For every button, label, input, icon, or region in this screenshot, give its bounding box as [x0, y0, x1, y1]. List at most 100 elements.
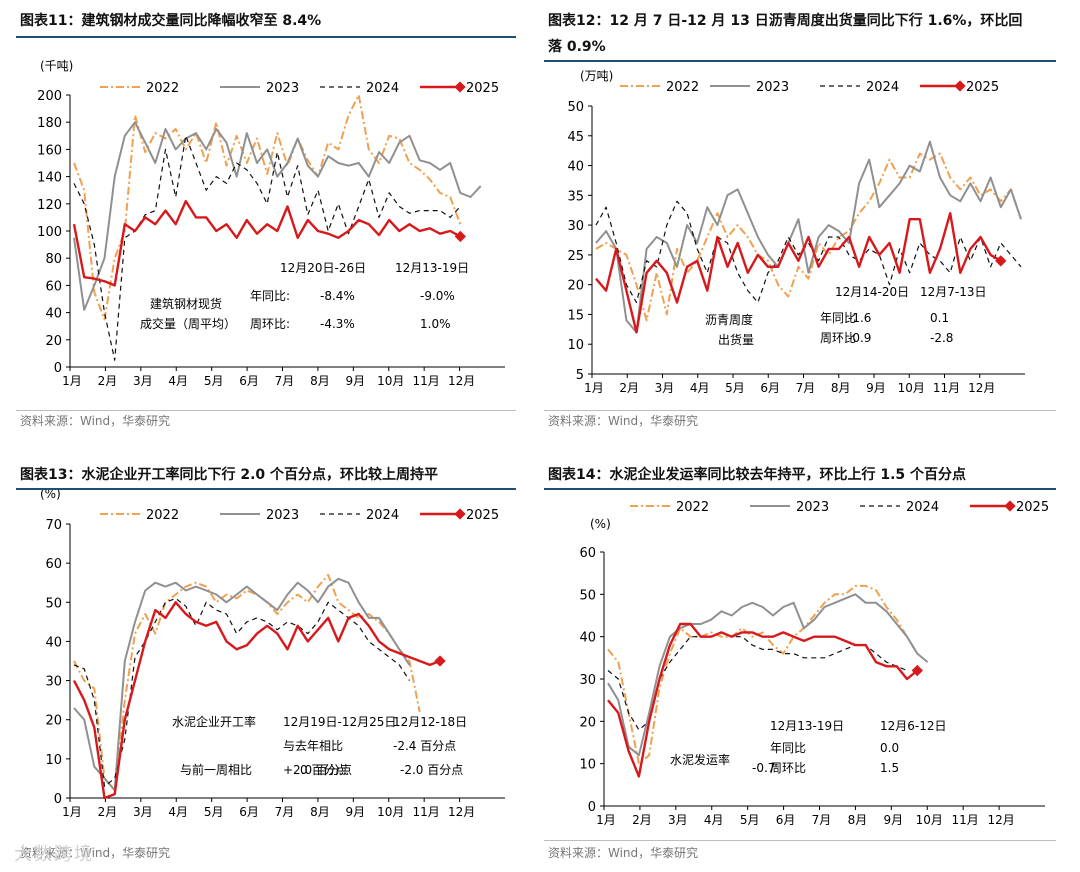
annotation-row1_v1: -8.4%	[320, 289, 355, 303]
x-tick-label: 7月	[812, 813, 832, 827]
title-rule	[544, 60, 1056, 62]
series-line-2022	[607, 584, 919, 765]
y-tick-label: 40	[579, 631, 596, 646]
y-tick-label: 25	[567, 249, 584, 264]
y-tick-label: 60	[45, 279, 62, 294]
chart-title: 图表11：建筑钢材成交量同比降幅收窄至 8.4%	[20, 13, 322, 29]
series-line-2023	[73, 121, 482, 311]
legend-label-2024: 2024	[366, 81, 399, 96]
x-tick-label: 3月	[668, 813, 688, 827]
chart-canvas: (千吨) 0 20 40 60 80 100 120 140 160 180 200 1月 2月 3月 4月 5…	[37, 59, 505, 388]
source-text: 资料来源：Wind，华泰研究	[20, 414, 171, 428]
chart-title: 图表13：水泥企业开工率同比下行 2.0 个百分点，环比较上周持平	[20, 467, 439, 483]
legend-label-2022: 2022	[676, 500, 709, 515]
x-tick-label: 1月	[596, 813, 616, 827]
x-tick-label: 4月	[168, 805, 188, 819]
x-tick-label: 9月	[346, 805, 366, 819]
x-tick-label: 4月	[168, 374, 188, 388]
annotation-row1_v2: 0.1	[930, 311, 949, 325]
source-rule	[16, 410, 516, 411]
y-tick-label: 15	[567, 308, 584, 323]
legend-marker-2025	[1004, 500, 1016, 512]
x-tick-label: 3月	[133, 374, 153, 388]
annotation-label1: 水泥企业开工率	[172, 714, 256, 729]
legend-label-2025: 2025	[466, 508, 499, 523]
annotation-label1: 建筑钢材现货	[150, 296, 222, 311]
x-tick-label: 12月	[448, 374, 475, 388]
y-tick-label: 200	[37, 89, 62, 104]
legend-label-2023: 2023	[796, 500, 829, 515]
y-tick-label: 20	[45, 334, 62, 349]
y-tick-label: 10	[45, 753, 62, 768]
series-line-2023	[595, 140, 1022, 334]
annotation-row1_label: 年同比	[770, 741, 806, 755]
annotation-col2: 12月13-19日	[395, 261, 469, 275]
y-unit-label: (万吨)	[580, 69, 613, 83]
series-end-marker-2025	[995, 255, 1007, 267]
y-tick-label: 140	[37, 171, 62, 186]
x-tick-label: 7月	[275, 374, 295, 388]
x-tick-label: 2月	[632, 813, 652, 827]
legend-label-2022: 2022	[666, 80, 699, 95]
y-tick-label: 10	[579, 758, 596, 773]
legend-label-2024: 2024	[866, 80, 899, 95]
source-rule	[544, 840, 1056, 841]
x-tick-label: 2月	[98, 805, 118, 819]
annotation-col1: 12月19日-12月25日	[283, 715, 396, 729]
x-tick-label: 1月	[584, 381, 604, 395]
chart-title: 图表14：水泥企业发运率同比较去年持平，环比上行 1.5 个百分点	[548, 467, 967, 483]
x-tick-label: 10月	[377, 374, 404, 388]
legend-label-2023: 2023	[756, 80, 789, 95]
annotation-row2_v1: -0.9	[848, 331, 871, 345]
y-unit-label: (千吨)	[40, 59, 73, 73]
annotation-col1: 12月13-19日	[770, 719, 844, 733]
y-tick-label: 30	[579, 673, 596, 688]
y-tick-label: 10	[567, 338, 584, 353]
x-tick-label: 3月	[133, 805, 153, 819]
annotation-label1: 水泥发运率	[670, 752, 730, 767]
annotation-col2: 12月7-13日	[920, 285, 987, 299]
y-tick-label: 30	[45, 675, 62, 690]
x-tick-label: 2月	[619, 381, 639, 395]
y-tick-label: 0	[588, 800, 596, 815]
annotation-row2_label: 周环比	[820, 331, 856, 345]
source-text: 资料来源：Wind，华泰研究	[548, 414, 699, 428]
x-tick-label: 7月	[275, 805, 295, 819]
series-line-2023	[607, 593, 929, 757]
x-tick-label: 11月	[952, 813, 979, 827]
series-line-2025	[72, 601, 441, 800]
y-tick-label: 35	[567, 189, 584, 204]
y-tick-label: 60	[579, 546, 596, 561]
legend-marker-2025	[954, 80, 966, 92]
legend-label-2022: 2022	[146, 81, 179, 96]
legend-label-2025: 2025	[966, 80, 999, 95]
annotation-row1_v1: 0.0	[880, 741, 899, 755]
annotation-row2_v1: 0 百分点	[300, 763, 347, 777]
annotation-col1: 12月20日-26日	[280, 261, 366, 275]
annotation-row1_label: 与去年相比	[283, 739, 343, 753]
source-text: 资料来源：Wind，华泰研究	[20, 846, 171, 860]
y-tick-label: 30	[567, 219, 584, 234]
series-line-2022	[73, 573, 421, 792]
y-tick-label: 70	[45, 518, 62, 533]
x-tick-label: 9月	[884, 813, 904, 827]
x-tick-label: 4月	[704, 813, 724, 827]
x-tick-label: 12月	[987, 813, 1014, 827]
series-line-2024	[73, 135, 461, 361]
annotation-row2_label: 周环比	[770, 761, 806, 775]
legend-label-2025: 2025	[1016, 500, 1049, 515]
annotation-col2: 12月6-12日	[880, 719, 947, 733]
y-tick-label: 20	[579, 715, 596, 730]
annotation-row2_v1: -4.3%	[320, 317, 355, 331]
legend-marker-2025	[454, 508, 466, 520]
annotation-row2_v2: 1.0%	[420, 317, 451, 331]
annotation-label1: 沥青周度	[705, 312, 753, 327]
x-tick-label: 2月	[98, 374, 118, 388]
x-tick-label: 9月	[866, 381, 886, 395]
y-tick-label: 50	[567, 100, 584, 115]
legend-label-2023: 2023	[266, 508, 299, 523]
chart-title-line2: 落 0.9%	[548, 39, 606, 55]
x-tick-label: 10月	[916, 813, 943, 827]
y-tick-label: 0	[54, 792, 62, 807]
annotation-row1_v1: -1.6	[848, 311, 871, 325]
